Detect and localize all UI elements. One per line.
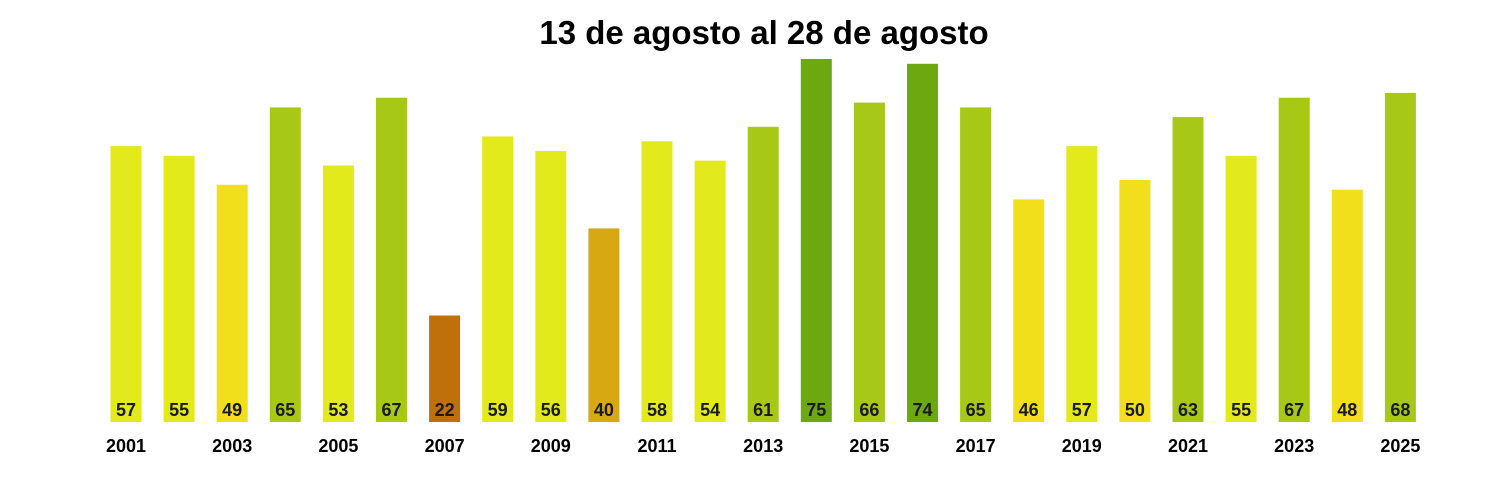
value-label-2005: 53	[328, 400, 348, 420]
x-tick-label-2011: 2011	[637, 436, 676, 456]
bar-2004	[269, 107, 301, 423]
x-tick-label-2019: 2019	[1062, 436, 1102, 456]
bars-group	[110, 59, 1416, 423]
bar-2022	[1225, 155, 1257, 423]
bar-2016	[907, 63, 938, 423]
value-label-2021: 63	[1178, 400, 1198, 420]
value-label-2011: 58	[647, 400, 667, 420]
value-label-2015: 66	[859, 400, 879, 420]
bar-2002	[163, 155, 195, 423]
bar-2018	[1013, 199, 1045, 422]
bar-2013	[747, 126, 779, 423]
bar-2025	[1384, 92, 1416, 423]
value-label-2018: 46	[1019, 400, 1039, 420]
x-tick-label-2021: 2021	[1168, 436, 1208, 456]
bar-2014	[800, 59, 832, 422]
bar-2006	[376, 97, 407, 422]
chart-title: 13 de agosto al 28 de agosto	[539, 14, 988, 51]
value-label-2009: 56	[541, 400, 561, 420]
value-label-2022: 55	[1231, 400, 1251, 420]
value-label-2003: 49	[222, 400, 242, 420]
bar-2007	[429, 315, 461, 422]
value-label-2002: 55	[169, 400, 189, 420]
x-tick-label-2001: 2001	[106, 436, 146, 456]
value-label-2006: 67	[381, 400, 401, 420]
bar-2023	[1278, 97, 1310, 422]
value-label-2017: 65	[966, 400, 986, 420]
bar-2005	[322, 165, 354, 422]
value-label-2010: 40	[594, 400, 614, 420]
bar-2008	[482, 136, 514, 422]
value-label-2004: 65	[275, 400, 295, 420]
value-label-2019: 57	[1072, 400, 1092, 420]
value-label-2012: 54	[700, 400, 720, 420]
x-tick-label-2009: 2009	[531, 436, 571, 456]
value-label-2007: 22	[435, 400, 455, 420]
value-label-2020: 50	[1125, 400, 1145, 420]
x-tick-label-2013: 2013	[743, 436, 783, 456]
bar-2001	[110, 146, 142, 422]
bar-2012	[694, 160, 726, 422]
bar-2021	[1172, 117, 1204, 422]
bar-2009	[535, 151, 567, 422]
bar-2017	[960, 107, 992, 423]
x-tick-label-2005: 2005	[318, 436, 358, 456]
bar-2019	[1066, 146, 1098, 422]
value-label-2014: 75	[806, 400, 826, 420]
bar-2020	[1119, 180, 1151, 422]
x-tick-label-2023: 2023	[1274, 436, 1314, 456]
value-label-2008: 59	[488, 400, 508, 420]
value-label-2023: 67	[1284, 400, 1304, 420]
bar-2024	[1331, 189, 1363, 422]
value-labels-group: 57 55 49 65 53 67 22 59 56 40 58 54 61 75 66 74 65 46 57 50…	[116, 400, 1410, 420]
x-tick-label-2017: 2017	[956, 436, 996, 456]
value-label-2013: 61	[753, 400, 773, 420]
bar-2010	[588, 228, 620, 422]
x-tick-label-2007: 2007	[425, 436, 465, 456]
x-tick-label-2003: 2003	[212, 436, 252, 456]
bar-2011	[641, 141, 673, 423]
value-label-2024: 48	[1337, 400, 1357, 420]
x-tick-label-2025: 2025	[1380, 436, 1420, 456]
x-tick-label-2015: 2015	[849, 436, 889, 456]
x-axis-ticks: 2001 2003 2005 2007 2009 2011 2013 2015 2017 2019…	[106, 436, 1420, 456]
value-label-2016: 74	[912, 400, 932, 420]
value-label-2025: 68	[1390, 400, 1410, 420]
bar-2003	[216, 184, 248, 422]
value-label-2001: 57	[116, 400, 136, 420]
bar-2015	[853, 102, 885, 422]
